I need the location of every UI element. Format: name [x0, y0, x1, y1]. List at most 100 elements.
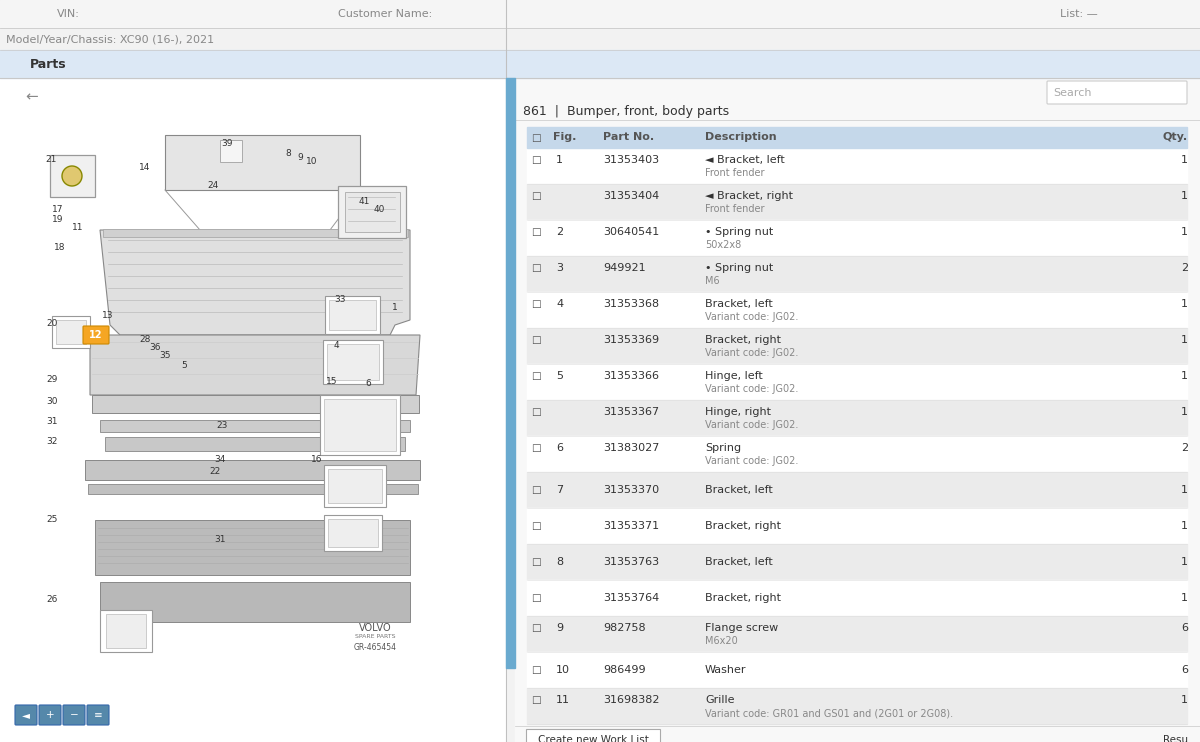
Text: ≡: ≡: [94, 710, 102, 720]
Text: □: □: [530, 133, 541, 142]
Text: 6: 6: [556, 443, 563, 453]
Bar: [106, 614, 146, 648]
Text: 35: 35: [160, 352, 170, 361]
Text: Bracket, right: Bracket, right: [706, 521, 781, 531]
Text: □: □: [530, 263, 541, 273]
Text: 17: 17: [53, 206, 64, 214]
Text: Bracket, left: Bracket, left: [706, 485, 773, 495]
Text: 6: 6: [1181, 623, 1188, 633]
Bar: [328, 469, 382, 503]
Bar: [328, 519, 378, 547]
Text: Hinge, left: Hinge, left: [706, 371, 763, 381]
Bar: [527, 184, 1187, 220]
Text: 36: 36: [149, 344, 161, 352]
Text: 31353764: 31353764: [604, 593, 659, 603]
Text: 26: 26: [47, 596, 58, 605]
Text: Customer Name:: Customer Name:: [338, 9, 432, 19]
Text: □: □: [530, 371, 541, 381]
Text: 4: 4: [556, 299, 563, 309]
Bar: [326, 344, 379, 380]
Bar: [0, 78, 506, 742]
Bar: [346, 192, 400, 232]
Text: 31353366: 31353366: [604, 371, 659, 381]
Text: Variant code: GR01 and GS01 and (2G01 or 2G08).: Variant code: GR01 and GS01 and (2G01 or…: [706, 708, 953, 718]
Bar: [92, 395, 419, 413]
Text: 1: 1: [1181, 557, 1188, 567]
Bar: [527, 400, 1187, 436]
Text: 34: 34: [215, 456, 226, 464]
Bar: [103, 229, 408, 237]
Text: 3: 3: [556, 263, 563, 273]
Bar: [85, 460, 420, 480]
Text: □: □: [530, 521, 541, 531]
Bar: [527, 436, 1187, 472]
Text: □: □: [530, 593, 541, 603]
FancyBboxPatch shape: [38, 705, 61, 725]
Text: 6: 6: [1181, 665, 1188, 675]
Text: 1: 1: [556, 155, 563, 165]
Text: • Spring nut: • Spring nut: [706, 227, 773, 237]
Text: 28: 28: [139, 335, 151, 344]
Polygon shape: [90, 335, 420, 395]
Text: ◄ Bracket, right: ◄ Bracket, right: [706, 191, 793, 201]
FancyBboxPatch shape: [50, 155, 95, 197]
Text: 19: 19: [53, 215, 64, 225]
Text: □: □: [530, 695, 541, 705]
Text: 13: 13: [102, 310, 114, 320]
Text: Variant code: JG02.: Variant code: JG02.: [706, 312, 798, 322]
Text: 40: 40: [373, 206, 385, 214]
Text: 31353763: 31353763: [604, 557, 659, 567]
Text: Variant code: JG02.: Variant code: JG02.: [706, 384, 798, 394]
Text: 1: 1: [1181, 407, 1188, 417]
Text: 1: 1: [1181, 191, 1188, 201]
Text: Bracket, right: Bracket, right: [706, 335, 781, 345]
Text: VIN:: VIN:: [56, 9, 79, 19]
Text: 31383027: 31383027: [604, 443, 659, 453]
Polygon shape: [100, 230, 410, 335]
Text: 39: 39: [221, 139, 233, 148]
Bar: [100, 582, 410, 622]
Text: 18: 18: [54, 243, 66, 252]
Text: Part No.: Part No.: [604, 133, 654, 142]
Text: 16: 16: [311, 456, 323, 464]
Text: Hinge, right: Hinge, right: [706, 407, 772, 417]
Text: 12: 12: [89, 330, 103, 340]
Bar: [329, 300, 376, 330]
Text: 11: 11: [556, 695, 570, 705]
Text: 4: 4: [334, 341, 338, 350]
Text: 31353403: 31353403: [604, 155, 659, 165]
Text: □: □: [530, 443, 541, 453]
Text: 30640541: 30640541: [604, 227, 659, 237]
Bar: [527, 148, 1187, 184]
Text: ◄: ◄: [22, 710, 30, 720]
Text: 2: 2: [556, 227, 563, 237]
FancyBboxPatch shape: [64, 705, 85, 725]
Text: Spring: Spring: [706, 443, 742, 453]
Bar: [515, 78, 1200, 742]
Text: 1: 1: [1181, 593, 1188, 603]
Text: 9: 9: [298, 153, 302, 162]
Text: 7: 7: [556, 485, 563, 495]
Text: 31353370: 31353370: [604, 485, 659, 495]
Text: 31353367: 31353367: [604, 407, 659, 417]
Bar: [527, 292, 1187, 328]
Text: −: −: [70, 710, 78, 720]
Text: 6: 6: [365, 379, 371, 389]
Text: 2: 2: [1181, 443, 1188, 453]
Bar: [95, 520, 410, 575]
Text: Variant code: JG02.: Variant code: JG02.: [706, 420, 798, 430]
FancyBboxPatch shape: [320, 395, 400, 455]
Text: 50x2x8: 50x2x8: [706, 240, 742, 250]
Text: 1: 1: [1181, 299, 1188, 309]
FancyBboxPatch shape: [324, 465, 386, 507]
Text: □: □: [530, 155, 541, 165]
Text: 982758: 982758: [604, 623, 646, 633]
Text: 5: 5: [556, 371, 563, 381]
Bar: [100, 420, 410, 432]
Bar: [166, 135, 360, 190]
Text: □: □: [530, 557, 541, 567]
Text: Bracket, right: Bracket, right: [706, 593, 781, 603]
Text: 10: 10: [556, 665, 570, 675]
Text: 31353368: 31353368: [604, 299, 659, 309]
Bar: [527, 472, 1187, 508]
